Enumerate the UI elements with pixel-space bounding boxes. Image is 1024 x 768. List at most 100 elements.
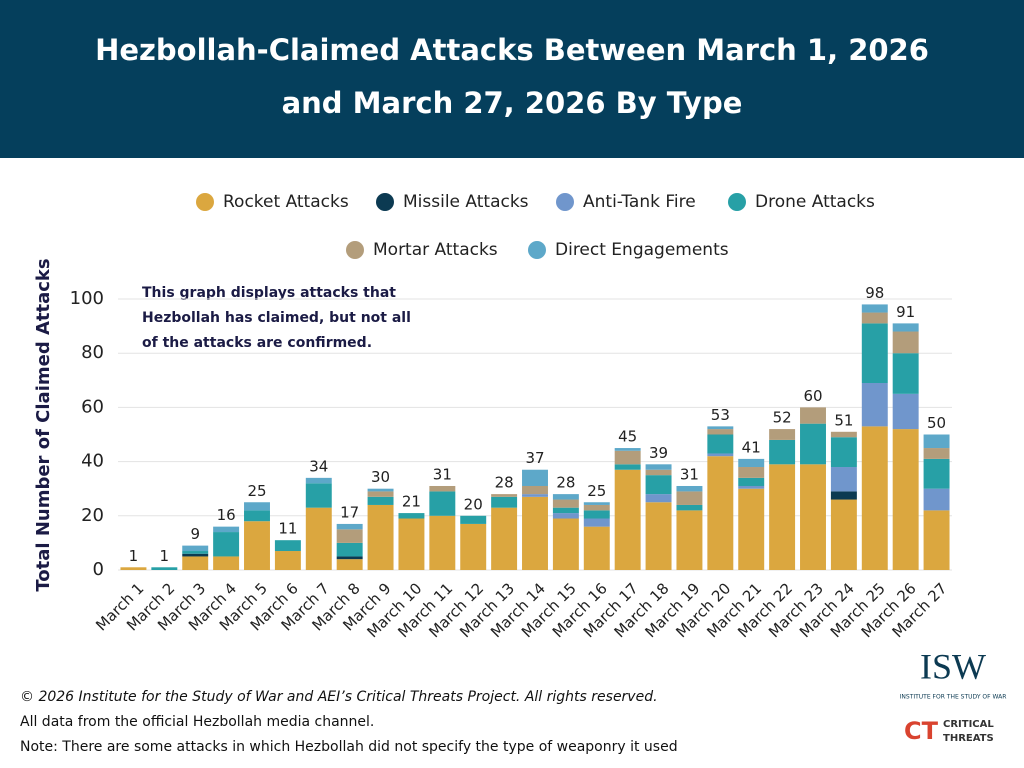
footer-text: All data from the official Hezbollah med…	[20, 714, 374, 730]
bar-segment	[336, 559, 363, 570]
legend-marker	[346, 241, 364, 259]
bar-segment	[213, 526, 240, 533]
bar-segment	[676, 510, 703, 570]
legend-label: Direct Engagements	[555, 240, 729, 260]
bar-segment	[522, 496, 548, 570]
bar-segment	[213, 556, 240, 570]
total-label: 25	[587, 482, 606, 500]
bar-segment	[522, 485, 548, 495]
logo-ct: CT	[904, 717, 939, 745]
bar-segment	[738, 467, 765, 478]
footer-text: © 2026 Institute for the Study of War an…	[20, 689, 658, 705]
bar-segment	[892, 353, 919, 394]
bar-segment	[614, 450, 641, 465]
legend-marker	[196, 193, 214, 211]
bar-segment	[707, 426, 734, 430]
bar-segment	[923, 458, 950, 489]
total-label: 16	[217, 506, 236, 524]
total-label: 31	[433, 465, 452, 483]
legend-label: Rocket Attacks	[223, 192, 349, 212]
bar-segment	[182, 553, 209, 557]
bar-segment	[244, 521, 270, 570]
total-label: 28	[556, 474, 575, 492]
legend-marker	[728, 193, 746, 211]
bar-segment	[367, 504, 394, 570]
bar-segment	[738, 458, 765, 468]
total-label: 51	[834, 411, 853, 429]
bar-segment	[676, 485, 703, 492]
legend-label: Missile Attacks	[403, 192, 529, 212]
bar-segment	[645, 475, 672, 495]
y-tick-label: 60	[81, 396, 104, 417]
bar-segment	[398, 518, 425, 570]
total-label: 60	[803, 387, 822, 405]
bar-segment	[707, 429, 734, 435]
bar-segment	[552, 499, 579, 508]
bar-segment	[738, 477, 765, 486]
bar-segment	[274, 540, 301, 552]
bar-segment	[923, 510, 950, 570]
total-label: 52	[773, 409, 792, 427]
bar-segment	[830, 467, 857, 492]
total-label: 21	[402, 493, 421, 511]
bar-segment	[769, 464, 796, 570]
bar-segment	[707, 434, 734, 454]
bar-segment	[676, 504, 703, 511]
y-tick-label: 80	[81, 342, 104, 363]
bar-segment	[120, 567, 147, 570]
total-label: 9	[190, 525, 200, 543]
total-label: 31	[680, 465, 699, 483]
annotation: Hezbollah has claimed, but not all	[142, 310, 411, 326]
bar-segment	[429, 491, 456, 516]
total-label: 50	[927, 414, 946, 432]
bar-segment	[367, 488, 394, 492]
bar-segment	[830, 499, 857, 570]
bar-segment	[645, 469, 672, 476]
logo-isw-sub: INSTITUTE FOR THE STUDY OF WAR	[900, 694, 1007, 701]
total-label: 91	[896, 303, 915, 321]
bar-segment	[861, 426, 888, 570]
legend-marker	[376, 193, 394, 211]
chart-title: and March 27, 2026 By Type	[282, 86, 743, 120]
bar-segment	[583, 518, 610, 527]
bar-segment	[923, 434, 950, 449]
bar-segment	[182, 545, 209, 552]
bar-segment	[861, 383, 888, 427]
bar-segment	[892, 393, 919, 430]
bar-segment	[583, 510, 610, 519]
logo-ct-name: THREATS	[943, 733, 994, 744]
bar-segment	[151, 567, 178, 570]
total-label: 28	[495, 474, 514, 492]
bar-segment	[614, 469, 641, 570]
logo-isw: ISW	[920, 646, 986, 686]
bar-segment	[892, 323, 919, 332]
bar-segment	[830, 491, 857, 500]
bar-segment	[552, 513, 579, 519]
legend-marker	[528, 241, 546, 259]
y-tick-label: 0	[93, 559, 104, 580]
total-label: 1	[160, 547, 170, 565]
bar-segment	[645, 494, 672, 503]
total-label: 34	[309, 457, 328, 475]
bar-segment	[583, 526, 610, 570]
bar-segment	[491, 494, 518, 497]
bar-segment	[182, 556, 209, 570]
bar-segment	[645, 464, 672, 470]
bar-segment	[336, 523, 363, 530]
bar-segment	[769, 429, 796, 440]
total-label: 45	[618, 428, 637, 446]
legend-label: Mortar Attacks	[373, 240, 498, 260]
bar-segment	[491, 507, 518, 570]
chart-title: Hezbollah-Claimed Attacks Between March …	[95, 33, 929, 67]
bar-segment	[305, 507, 332, 570]
title-band	[0, 0, 1024, 158]
bar-segment	[367, 496, 394, 505]
bar-segment	[738, 488, 765, 570]
bar-segment	[800, 464, 826, 570]
bar-segment	[738, 485, 765, 489]
total-label: 53	[711, 406, 730, 424]
bar-segment	[213, 532, 240, 557]
bar-segment	[552, 507, 579, 514]
bar-segment	[305, 477, 332, 484]
bar-segment	[614, 448, 641, 451]
